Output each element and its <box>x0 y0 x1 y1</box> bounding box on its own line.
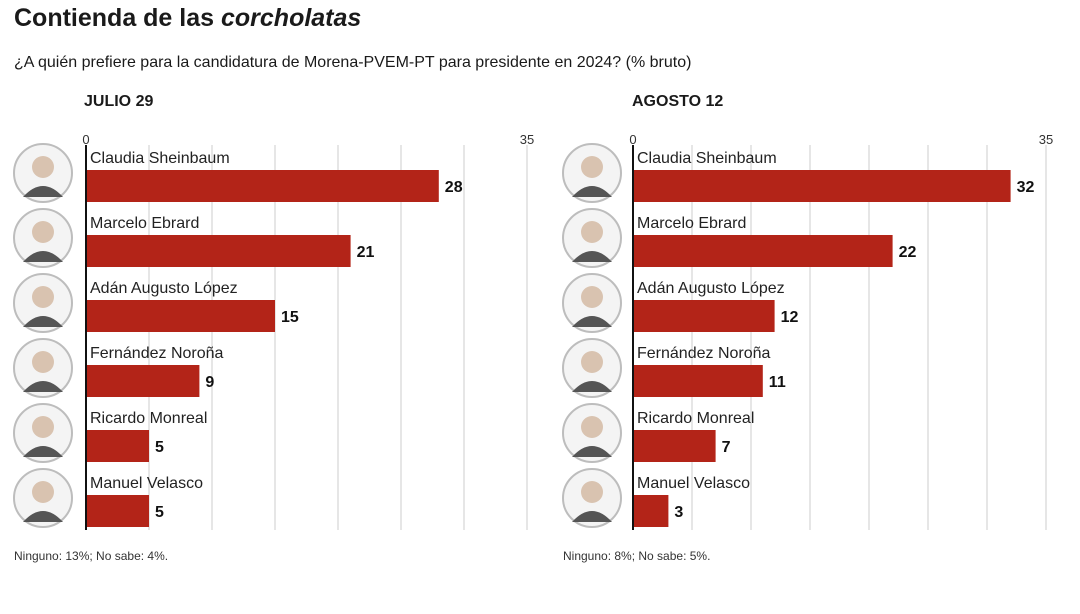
candidate-name-label: Manuel Velasco <box>90 475 203 492</box>
avatar-icon <box>13 468 73 528</box>
value-label: 22 <box>899 244 917 261</box>
value-label: 12 <box>781 309 799 326</box>
avatar-icon <box>13 273 73 333</box>
bar <box>87 235 351 267</box>
tick-label: 0 <box>629 132 636 147</box>
candidate-name-label: Marcelo Ebrard <box>637 215 746 232</box>
candidate-name-label: Fernández Noroña <box>90 345 224 362</box>
value-label: 21 <box>357 244 375 261</box>
footnote-julio: Ninguno: 13%; No sabe: 4%. <box>14 549 169 563</box>
avatar-icon <box>13 338 73 398</box>
bar <box>634 235 893 267</box>
value-label: 11 <box>769 374 786 391</box>
candidate-name-label: Manuel Velasco <box>637 475 750 492</box>
candidate-name-label: Fernández Noroña <box>637 345 771 362</box>
avatar-icon <box>13 143 73 203</box>
chart-julio: 0 35 Claudia Sheinbaum 28 Marcelo Ebrard 21 Ad… <box>13 132 534 530</box>
candidate-name-label: Ricardo Monreal <box>637 410 754 427</box>
bar <box>634 430 716 462</box>
value-label: 32 <box>1017 179 1035 196</box>
candidate-name-label: Adán Augusto López <box>90 280 238 297</box>
value-label: 5 <box>155 439 164 456</box>
candidate-name-label: Claudia Sheinbaum <box>637 150 777 167</box>
title-text: Contienda de las <box>14 4 221 32</box>
avatar-icon <box>562 338 622 398</box>
bar <box>87 365 200 397</box>
avatar-icon <box>562 208 622 268</box>
bar <box>87 170 439 202</box>
avatar-icon <box>562 468 622 528</box>
footnote-agosto: Ninguno: 8%; No sabe: 5%. <box>563 549 711 563</box>
bar <box>634 300 775 332</box>
bar <box>87 495 149 527</box>
bar <box>87 430 149 462</box>
avatar-icon <box>562 143 622 203</box>
value-label: 15 <box>281 309 299 326</box>
bar <box>634 365 763 397</box>
value-label: 3 <box>674 504 683 521</box>
avatar-icon <box>13 403 73 463</box>
bar <box>87 300 275 332</box>
panel-title-agosto: AGOSTO 12 <box>632 93 724 110</box>
candidate-name-label: Adán Augusto López <box>637 280 785 297</box>
subtitle: ¿A quién prefiere para la candidatura de… <box>14 54 692 71</box>
bar <box>634 495 669 527</box>
value-label: 28 <box>445 179 463 196</box>
title-italic-text: corcholatas <box>220 4 362 32</box>
tick-label: 35 <box>1039 132 1053 147</box>
tick-label: 35 <box>520 132 534 147</box>
value-label: 7 <box>722 439 731 456</box>
tick-label: 0 <box>82 132 89 147</box>
page-title: Contienda de las corcholatas <box>14 4 361 33</box>
value-label: 9 <box>205 374 214 391</box>
avatar-icon <box>562 403 622 463</box>
bar <box>634 170 1011 202</box>
candidate-name-label: Ricardo Monreal <box>90 410 207 427</box>
avatar-icon <box>13 208 73 268</box>
panel-title-julio: JULIO 29 <box>84 93 154 110</box>
candidate-name-label: Claudia Sheinbaum <box>90 150 230 167</box>
avatar-icon <box>562 273 622 333</box>
value-label: 5 <box>155 504 164 521</box>
candidate-name-label: Marcelo Ebrard <box>90 215 199 232</box>
